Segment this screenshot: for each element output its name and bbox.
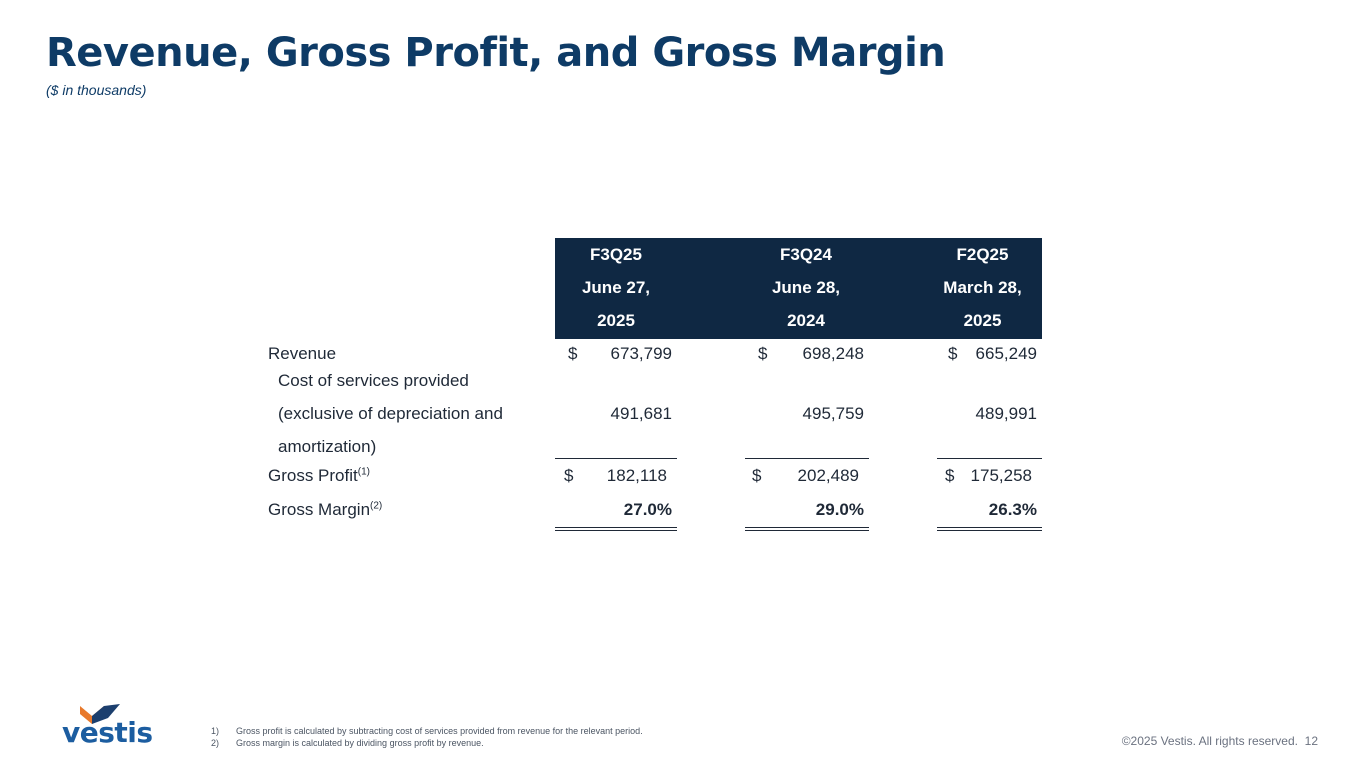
row-label-gross-margin: Gross Margin(2) [268,500,383,519]
total-double-rule [937,527,1042,531]
vestis-logo-text: vestis [62,716,153,749]
gross-margin-f2q25: 26.3% [988,500,1037,519]
revenue-f3q24: 698,248 [802,344,864,363]
column-header-f3q25: F3Q25 June 27, 2025 [581,245,651,330]
currency-symbol: $ [948,344,958,363]
page-number: 12 [1304,734,1318,748]
currency-symbol: $ [945,466,955,485]
gross-margin-f3q24: 29.0% [815,500,864,519]
page-title: Revenue, Gross Profit, and Gross Margin [46,30,946,76]
currency-symbol: $ [564,466,574,485]
gross-profit-f2q25: 175,258 [970,466,1032,485]
gross-profit-f3q24: 202,489 [797,466,859,485]
footnotes: 1) Gross profit is calculated by subtrac… [211,725,643,749]
revenue-f3q25: 673,799 [610,344,672,363]
row-label-cost-line1: Cost of services provided [278,371,469,390]
row-label-revenue: Revenue [268,344,337,363]
footnote-item: 1) Gross profit is calculated by subtrac… [211,726,643,736]
gross-margin-f3q25: 27.0% [623,500,672,519]
subtotal-rule [745,458,869,459]
footnote-ref: (2) [370,500,383,512]
table-header: F3Q25 June 27, 2025 F3Q24 June 28, 2024 … [555,238,1042,339]
total-double-rule [555,527,677,531]
revenue-f2q25: 665,249 [975,344,1037,363]
row-label-cost-line3: amortization) [278,437,377,456]
vestis-logo-icon [80,704,120,724]
row-label-cost-line2: (exclusive of depreciation and [278,404,503,423]
gross-profit-f3q25: 182,118 [606,466,667,485]
page-subtitle: ($ in thousands) [46,82,147,98]
cost-f3q25: 491,681 [610,404,672,423]
subtotal-rule [937,458,1042,459]
copyright-footer: ©2025 Vestis. All rights reserved. 12 [1121,734,1318,748]
currency-symbol: $ [752,466,762,485]
row-label-gross-profit: Gross Profit(1) [268,466,370,485]
cost-f2q25: 489,991 [975,404,1037,423]
column-header-f3q24: F3Q24 June 28, 2024 [771,245,841,330]
column-header-f2q25: F2Q25 March 28, 2025 [943,245,1022,330]
subtotal-rule [555,458,677,459]
currency-symbol: $ [758,344,768,363]
cost-f3q24: 495,759 [802,404,864,423]
total-double-rule [745,527,869,531]
currency-symbol: $ [568,344,578,363]
footnote-ref: (1) [357,466,370,478]
footnote-item: 2) Gross margin is calculated by dividin… [211,738,484,748]
